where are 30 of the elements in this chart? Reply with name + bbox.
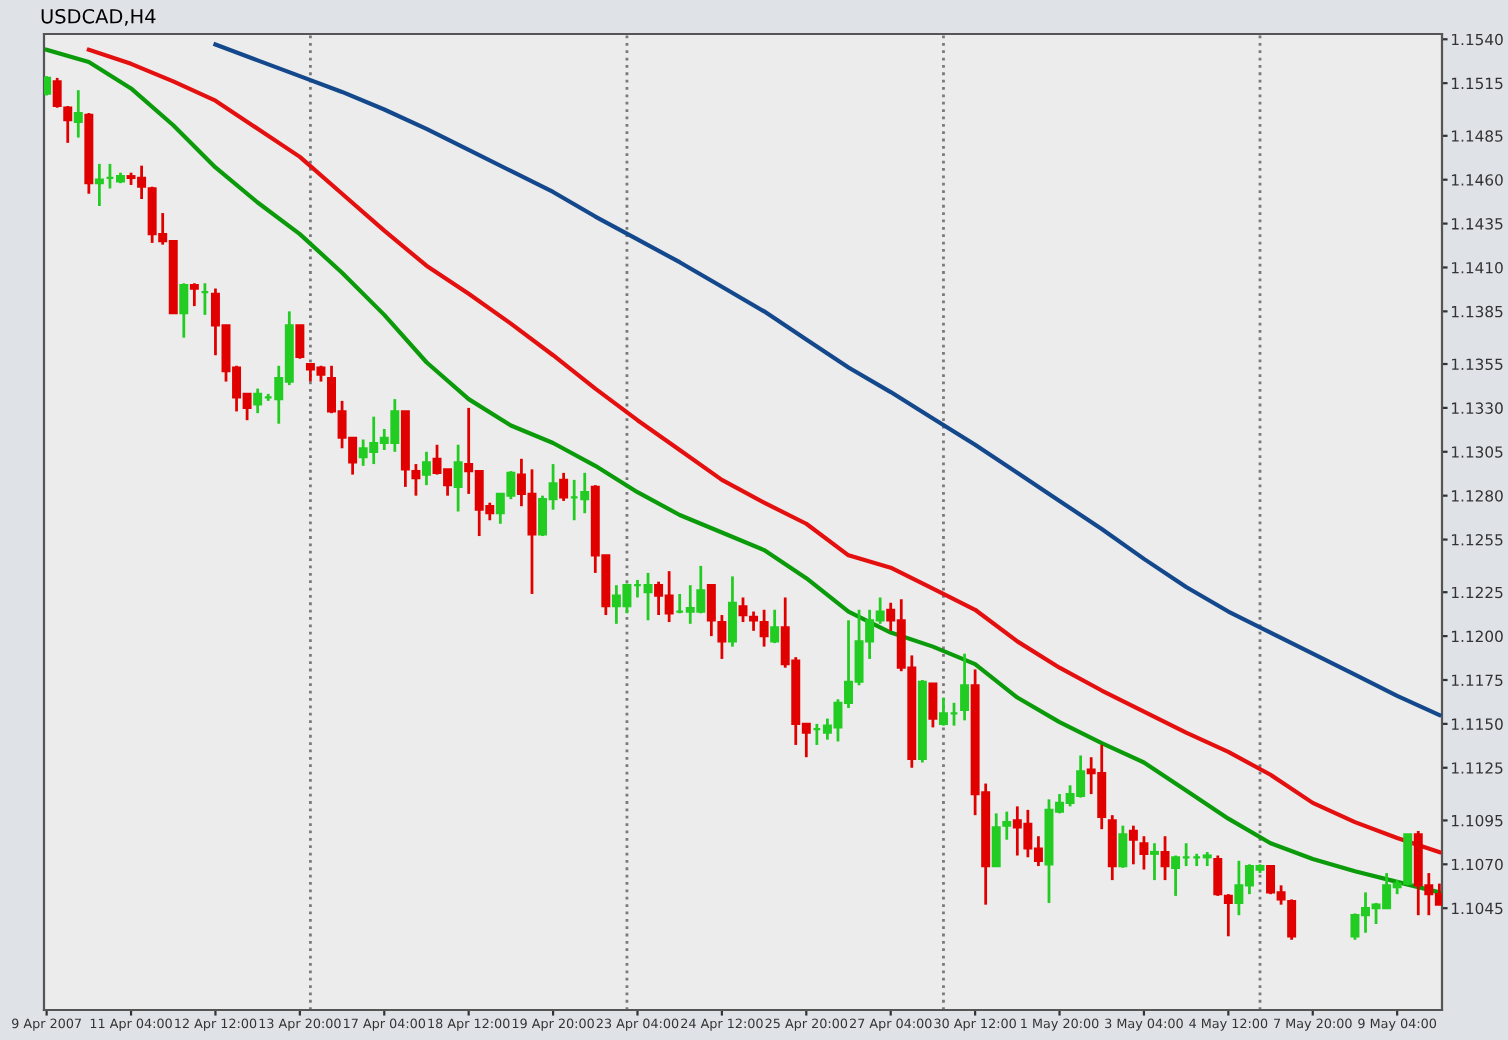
candlestick	[295, 324, 305, 361]
candlestick	[1223, 892, 1233, 938]
candlestick	[1160, 834, 1170, 882]
candlestick	[706, 583, 716, 638]
candlestick	[559, 471, 569, 503]
candlestick	[52, 76, 62, 110]
candlestick	[960, 652, 970, 722]
candlestick	[94, 162, 104, 208]
candlestick	[727, 575, 737, 649]
candlestick	[770, 608, 780, 645]
candlestick	[411, 462, 421, 498]
candlestick	[73, 88, 83, 139]
candlestick	[421, 450, 431, 487]
candlestick	[738, 596, 748, 624]
candlestick	[63, 104, 73, 145]
candlestick	[928, 682, 938, 729]
candlestick	[179, 281, 189, 340]
candlestick	[1107, 813, 1117, 882]
candlestick	[1139, 834, 1149, 871]
candlestick	[1118, 824, 1128, 870]
candlestick	[189, 281, 199, 308]
candlestick	[759, 608, 769, 649]
candlestick	[1213, 854, 1223, 898]
candlestick	[1150, 841, 1159, 882]
line-series	[213, 42, 1442, 718]
candlestick	[1128, 824, 1138, 866]
chart-title: USDCAD,H4	[41, 8, 156, 26]
candlestick	[717, 613, 727, 661]
candlestick	[453, 443, 463, 513]
candlestick	[749, 610, 759, 633]
